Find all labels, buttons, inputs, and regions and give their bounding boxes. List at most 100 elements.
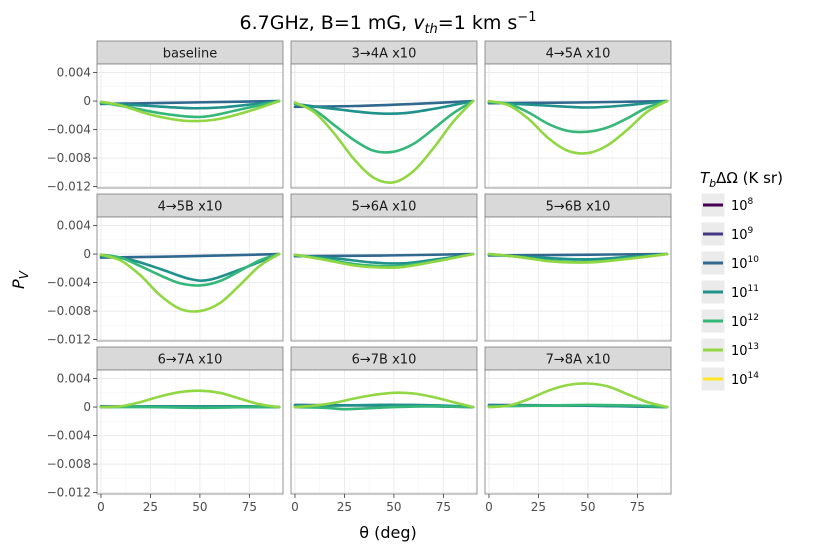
legend-label: 108 <box>731 197 754 214</box>
strip-label: 5→6A x10 <box>352 200 417 215</box>
series-line-10e12 <box>293 99 475 154</box>
strip-label: 6→7A x10 <box>158 353 223 368</box>
series-line-10e12 <box>293 405 475 411</box>
panel-1: baseline <box>96 40 284 189</box>
chart-title: 6.7GHz, B=1 mG, vth=1 km s−1 <box>240 10 537 37</box>
y-tick-label: −0.004 <box>47 123 91 137</box>
y-tick-label: 0.004 <box>57 372 91 386</box>
x-tick-label: 25 <box>337 500 352 514</box>
panel-border <box>96 63 284 189</box>
panel-6: 5→6B x10 <box>484 193 672 342</box>
y-tick-label: −0.008 <box>47 151 91 165</box>
x-tick-label: 0 <box>97 500 105 514</box>
y-tick-label: 0 <box>83 400 91 414</box>
legend-item: 109 <box>700 221 754 247</box>
series-line-10e13 <box>487 252 669 264</box>
panel-background <box>97 64 283 188</box>
panel-8: 6→7B x10 <box>290 346 478 495</box>
legend-item: 1011 <box>700 279 759 305</box>
legend-label: 109 <box>731 226 754 243</box>
y-axes: 0.004 0 −0.004 −0.008 −0.012 0.004 0 −0.004 −0.0… <box>47 66 97 500</box>
panel-background <box>485 370 671 494</box>
panel-background <box>485 64 671 188</box>
x-tick-label: 75 <box>242 500 257 514</box>
series-line-10e11 <box>99 252 281 282</box>
x-tick-label: 0 <box>485 500 493 514</box>
panel-border <box>290 369 478 495</box>
y-tick-label: −0.012 <box>47 333 91 347</box>
panel-border <box>290 216 478 342</box>
series-line-10e13 <box>99 99 281 123</box>
panel-9: 7→8A x10 <box>484 346 672 495</box>
strip-label: 4→5A x10 <box>546 47 611 62</box>
x-tick-label: 75 <box>630 500 645 514</box>
x-tick-label: 50 <box>192 500 207 514</box>
x-axes: 0 25 50 75 0 25 50 75 0 25 50 75 <box>97 494 645 514</box>
y-tick-label: 0 <box>83 247 91 261</box>
series-line-10e13 <box>487 99 669 155</box>
facet-panels: baseline 3→4A x10 4→5A x10 4→5B x10 5→6A x10… <box>96 40 672 495</box>
panel-border <box>484 63 672 189</box>
panel-background <box>485 217 671 341</box>
x-tick-label: 50 <box>386 500 401 514</box>
strip-label: 6→7B x10 <box>352 353 417 368</box>
panel-background <box>291 64 477 188</box>
series-line-10e12 <box>487 403 669 409</box>
y-axis-title: PV <box>9 270 31 289</box>
legend-label: 1010 <box>731 255 759 272</box>
x-tick-label: 25 <box>531 500 546 514</box>
strip-label: 3→4A x10 <box>352 47 417 62</box>
panel-border <box>96 369 284 495</box>
legend-label: 1011 <box>731 284 759 301</box>
series-line-10e12 <box>487 99 669 134</box>
panel-border <box>484 216 672 342</box>
x-tick-label: 25 <box>143 500 158 514</box>
strip-label: 5→6B x10 <box>546 200 611 215</box>
y-tick-label: −0.012 <box>47 180 91 194</box>
legend-item: 1013 <box>700 337 759 363</box>
strip-label: 7→8A x10 <box>546 353 611 368</box>
y-tick-label: 0.004 <box>57 66 91 80</box>
x-tick-label: 50 <box>580 500 595 514</box>
panel-background <box>291 217 477 341</box>
legend-title: TbΔΩ (K sr) <box>700 169 783 190</box>
panel-2: 3→4A x10 <box>290 40 478 189</box>
series-line-10e12 <box>99 252 281 287</box>
legend-item: 1010 <box>700 250 759 276</box>
series-line-10e13 <box>293 252 475 270</box>
series-line-10e11 <box>293 99 475 116</box>
legend-keys: 108 109 1010 1011 1012 1013 1014 <box>700 192 759 392</box>
y-tick-label: −0.004 <box>47 429 91 443</box>
legend-item: 1012 <box>700 308 759 334</box>
y-tick-label: 0.004 <box>57 219 91 233</box>
y-tick-label: −0.004 <box>47 276 91 290</box>
panel-3: 4→5A x10 <box>484 40 672 189</box>
series-line-10e11 <box>487 99 669 109</box>
y-tick-label: 0 <box>83 94 91 108</box>
legend-item: 1014 <box>700 366 759 392</box>
series-line-10e13 <box>487 382 669 409</box>
series-line-10e13 <box>99 252 281 313</box>
series-line-10e13 <box>293 391 475 409</box>
series-line-10e13 <box>293 99 475 184</box>
x-tick-label: 75 <box>436 500 451 514</box>
y-tick-label: −0.008 <box>47 304 91 318</box>
panel-7: 6→7A x10 <box>96 346 284 495</box>
legend-label: 1013 <box>731 342 759 359</box>
x-tick-label: 0 <box>291 500 299 514</box>
legend-item: 108 <box>700 192 754 218</box>
strip-label: baseline <box>163 47 217 62</box>
series-line-10e13 <box>99 389 281 409</box>
series-line-10e12 <box>99 405 281 410</box>
panel-4: 4→5B x10 <box>96 193 284 342</box>
series-line-10e11 <box>99 99 281 110</box>
x-axis-title: θ (deg) <box>359 523 417 542</box>
panel-background <box>291 370 477 494</box>
panel-background <box>97 370 283 494</box>
y-tick-label: −0.008 <box>47 457 91 471</box>
y-tick-label: −0.012 <box>47 486 91 500</box>
strip-label: 4→5B x10 <box>158 200 223 215</box>
legend: TbΔΩ (K sr) 108 109 1010 1011 1012 1013 1014 <box>700 169 783 392</box>
panel-border <box>484 369 672 495</box>
